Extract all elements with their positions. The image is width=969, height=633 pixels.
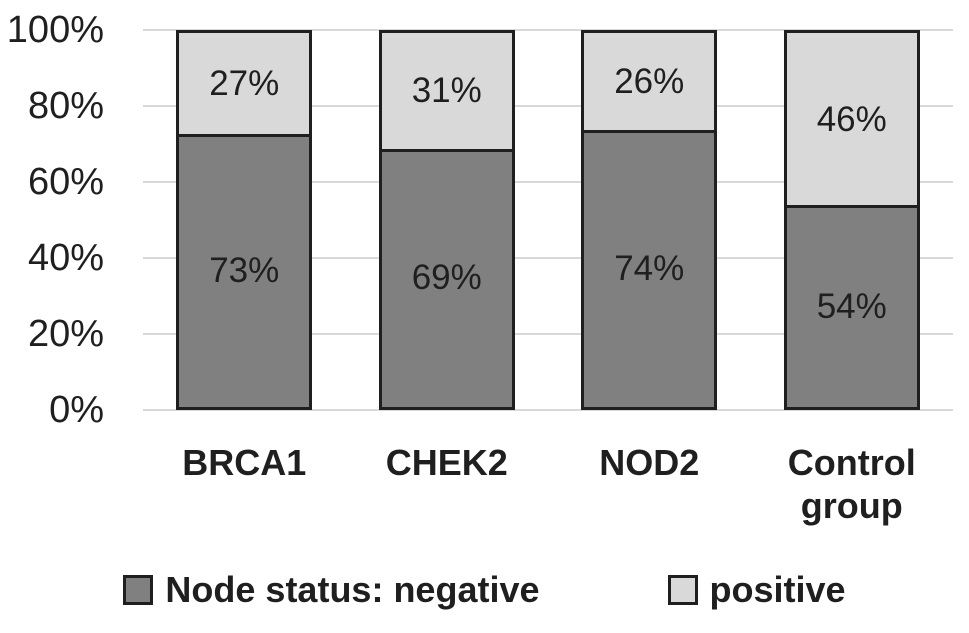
bar-slot: 26% 74% [548,30,751,410]
gridline [143,105,953,107]
x-axis-label-nod2: NOD2 [599,442,700,483]
plot-area: 27% 73% 31% 69% 26% 74% 46% 54% [143,29,953,411]
data-label-negative: 73% [209,250,280,290]
legend-label-positive: positive [709,569,846,610]
legend-item-positive: positive [667,569,846,610]
bars-layer: 27% 73% 31% 69% 26% 74% 46% 54% [143,30,953,410]
x-axis-label-chek2: CHEK2 [385,442,508,483]
legend-swatch-negative-icon [123,575,154,605]
gridline [143,333,953,335]
y-axis-tick-label: 0% [49,389,104,431]
bar-slot: 27% 73% [143,30,346,410]
legend-swatch-positive-icon [667,575,698,605]
x-axis-label-control-group: Control group [787,442,916,527]
gridline [143,181,953,183]
bar-nod2: 26% 74% [581,30,718,410]
data-label-negative: 69% [411,258,482,298]
bar-brca1: 27% 73% [176,30,313,410]
data-label-negative: 74% [614,249,685,289]
x-axis-label-brca1: BRCA1 [182,442,307,483]
data-label-positive: 46% [816,99,887,139]
data-label-negative: 54% [816,286,887,326]
gridline [143,257,953,259]
gridline [143,409,953,411]
bar-segment-negative [786,205,917,407]
legend-item-negative: Node status: negative [123,569,540,610]
legend: Node status: negative positive [0,572,969,608]
data-label-positive: 27% [209,63,280,103]
bar-segment-negative [381,148,512,407]
bar-control-group: 46% 54% [783,30,920,410]
gridline [143,29,953,31]
bar-chek2: 31% 69% [378,30,515,410]
bar-slot: 31% 69% [346,30,549,410]
y-axis-tick-label: 20% [27,313,104,355]
y-axis-tick-label: 40% [27,237,104,279]
legend-label-negative: Node status: negative [165,569,540,610]
y-axis-tick-label: 80% [27,85,104,127]
y-axis-tick-label: 60% [27,161,104,203]
bar-slot: 46% 54% [751,30,954,410]
y-axis: 0% 20% 40% 60% 80% 100% [0,11,108,429]
bar-segment-negative [584,130,715,407]
data-label-positive: 26% [614,62,685,102]
y-axis-tick-label: 100% [6,9,104,51]
bar-segment-negative [179,133,310,407]
data-label-positive: 31% [411,71,482,111]
